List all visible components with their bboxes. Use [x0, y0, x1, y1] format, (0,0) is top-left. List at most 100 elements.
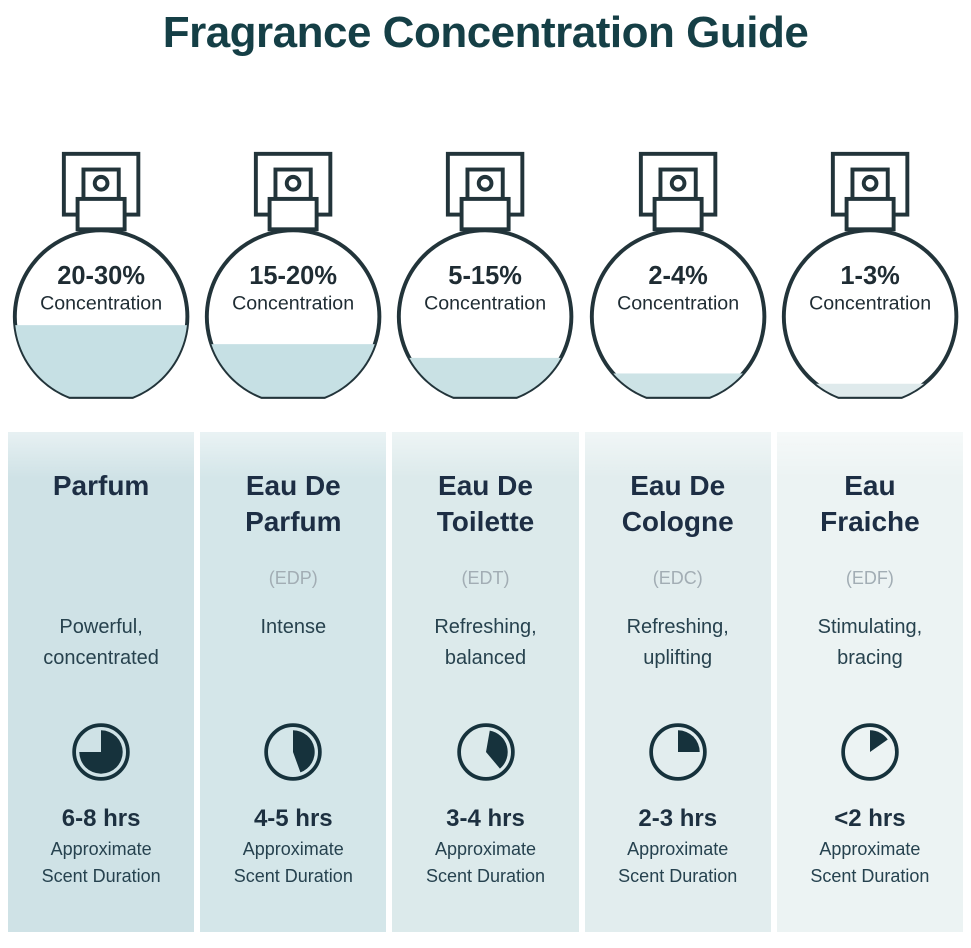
- perfume-bottle-illustration: 2-4% Concentration: [589, 151, 766, 399]
- liquid-fill: [591, 373, 764, 397]
- fragrance-name-line1: Eau De: [630, 469, 726, 501]
- bottle-neck: [652, 196, 704, 232]
- info-panel: Eau De Cologne (EDC) Refreshing, uplifti…: [584, 432, 771, 932]
- concentration-value: 15-20%: [249, 262, 337, 290]
- fragrance-column: 2-4% Concentration Eau De Cologne (EDC) …: [584, 146, 771, 932]
- bottle-neck: [460, 196, 511, 232]
- scent-duration-label: Approximate Scent Duration: [200, 836, 386, 890]
- description-line2: bracing: [837, 646, 903, 669]
- fragrance-description: Stimulating, bracing: [777, 612, 963, 704]
- fragrance-name: Parfum: [8, 468, 194, 564]
- concentration-label: Concentration: [809, 293, 931, 315]
- concentration-label: Concentration: [40, 293, 162, 315]
- info-panel: Parfum Powerful, concentrated 6-8 hrs Ap…: [8, 432, 195, 932]
- spray-nozzle-icon: [861, 174, 879, 192]
- scent-duration-label-line2: Scent Duration: [810, 865, 930, 886]
- concentration-label: Concentration: [232, 293, 354, 315]
- concentration-label: Concentration: [425, 293, 547, 315]
- clock-icon: [200, 710, 386, 794]
- scent-duration-label-line1: Approximate: [627, 838, 729, 859]
- fragrance-description: Intense: [200, 612, 386, 704]
- scent-duration-label: Approximate Scent Duration: [777, 836, 963, 890]
- info-panel: Eau De Parfum (EDP) Intense 4-5 hrs Appr…: [200, 432, 387, 932]
- scent-duration-label-line2: Scent Duration: [233, 865, 353, 886]
- scent-duration-label-line2: Scent Duration: [425, 865, 546, 886]
- bottle-neck: [267, 196, 319, 232]
- page-title: Fragrance Concentration Guide: [162, 8, 809, 57]
- scent-duration-label-line1: Approximate: [242, 838, 344, 859]
- fragrance-guide-infographic: Fragrance Concentration Guide 20-30% Con…: [0, 6, 971, 948]
- concentration-value: 5-15%: [449, 262, 523, 290]
- fragrance-name-line2: Fraiche: [820, 505, 920, 537]
- liquid-fill: [783, 383, 957, 397]
- fragrance-abbreviation: (EDT): [461, 567, 510, 588]
- description-line1: Intense: [260, 615, 327, 638]
- perfume-bottle-illustration: 1-3% Concentration: [781, 151, 959, 399]
- concentration-value: 2-4%: [648, 262, 707, 290]
- description-line2: balanced: [444, 646, 527, 669]
- scent-duration-value: 3-4 hrs: [446, 804, 525, 832]
- fragrance-name: Eau De Parfum: [200, 468, 386, 564]
- bottle-body: [589, 228, 766, 399]
- concentration-value: 1-3%: [840, 262, 899, 290]
- fragrance-name-line2: Toilette: [436, 505, 535, 537]
- concentration-value: 20-30%: [57, 262, 145, 290]
- clock-icon: [8, 710, 194, 794]
- columns-row: 20-30% Concentration Parfum Powerful, co…: [0, 146, 971, 932]
- fragrance-abbreviation: (EDP): [268, 567, 318, 588]
- scent-duration-label-line1: Approximate: [50, 838, 152, 859]
- liquid-fill: [399, 357, 572, 397]
- fragrance-column: 5-15% Concentration Eau De Toilette (EDT…: [392, 146, 579, 932]
- clock-icon: [777, 710, 963, 794]
- bottle-neck: [844, 196, 896, 232]
- fragrance-abbreviation: (EDF): [845, 567, 894, 588]
- bottle-body: [781, 228, 959, 399]
- fragrance-name-line1: Eau De: [438, 469, 533, 501]
- scent-duration-value: 2-3 hrs: [638, 804, 718, 832]
- description-line1: Stimulating,: [817, 615, 923, 638]
- concentration-label: Concentration: [617, 293, 739, 315]
- description-line1: Refreshing,: [626, 615, 729, 638]
- spray-nozzle-icon: [669, 174, 687, 192]
- fragrance-name: Eau De Toilette: [392, 468, 578, 564]
- scent-duration-label-line1: Approximate: [434, 838, 537, 859]
- fragrance-name: Eau De Cologne: [585, 468, 771, 564]
- fragrance-description: Refreshing, balanced: [392, 612, 578, 704]
- fragrance-name-line1: Eau: [844, 469, 896, 501]
- scent-duration-label: Approximate Scent Duration: [392, 836, 578, 890]
- description-line1: Refreshing,: [434, 615, 537, 638]
- fragrance-column: 1-3% Concentration Eau Fraiche (EDF) Sti…: [776, 146, 964, 932]
- scent-duration-label-line1: Approximate: [819, 838, 921, 859]
- spray-nozzle-icon: [284, 174, 302, 192]
- scent-duration-value: 4-5 hrs: [253, 804, 333, 832]
- fragrance-name-line1: Eau De: [245, 469, 341, 501]
- fragrance-column: 15-20% Concentration Eau De Parfum (EDP)…: [200, 146, 387, 932]
- fragrance-abbreviation: (EDC): [652, 567, 703, 588]
- fragrance-name-line2: Cologne: [621, 505, 734, 537]
- spray-nozzle-icon: [477, 174, 494, 192]
- perfume-bottle-illustration: 15-20% Concentration: [205, 151, 382, 399]
- perfume-bottle-illustration: 20-30% Concentration: [12, 151, 190, 399]
- fragrance-name: Eau Fraiche: [777, 468, 963, 564]
- fragrance-column: 20-30% Concentration Parfum Powerful, co…: [8, 146, 195, 932]
- clock-icon: [392, 710, 578, 794]
- description-line2: concentrated: [43, 646, 159, 669]
- spray-nozzle-icon: [92, 174, 110, 192]
- liquid-fill: [14, 325, 188, 397]
- bottle-neck: [75, 196, 127, 232]
- scent-duration-value: <2 hrs: [834, 804, 906, 832]
- fragrance-description: Powerful, concentrated: [8, 612, 194, 704]
- fragrance-name-line2: Parfum: [245, 505, 342, 537]
- scent-duration-value: 6-8 hrs: [61, 804, 141, 832]
- clock-icon: [585, 710, 771, 794]
- scent-duration-label: Approximate Scent Duration: [585, 836, 771, 890]
- fragrance-name-line1: Parfum: [52, 469, 150, 501]
- info-panel: Eau Fraiche (EDF) Stimulating, bracing <…: [776, 432, 964, 932]
- scent-duration-label-line2: Scent Duration: [618, 865, 738, 886]
- bottle-body: [397, 228, 574, 399]
- scent-duration-label: Approximate Scent Duration: [8, 836, 194, 890]
- fragrance-abbreviation: [8, 564, 194, 598]
- scent-duration-label-line2: Scent Duration: [41, 865, 161, 886]
- info-panel: Eau De Toilette (EDT) Refreshing, balanc…: [392, 432, 579, 932]
- description-line1: Powerful,: [59, 615, 143, 638]
